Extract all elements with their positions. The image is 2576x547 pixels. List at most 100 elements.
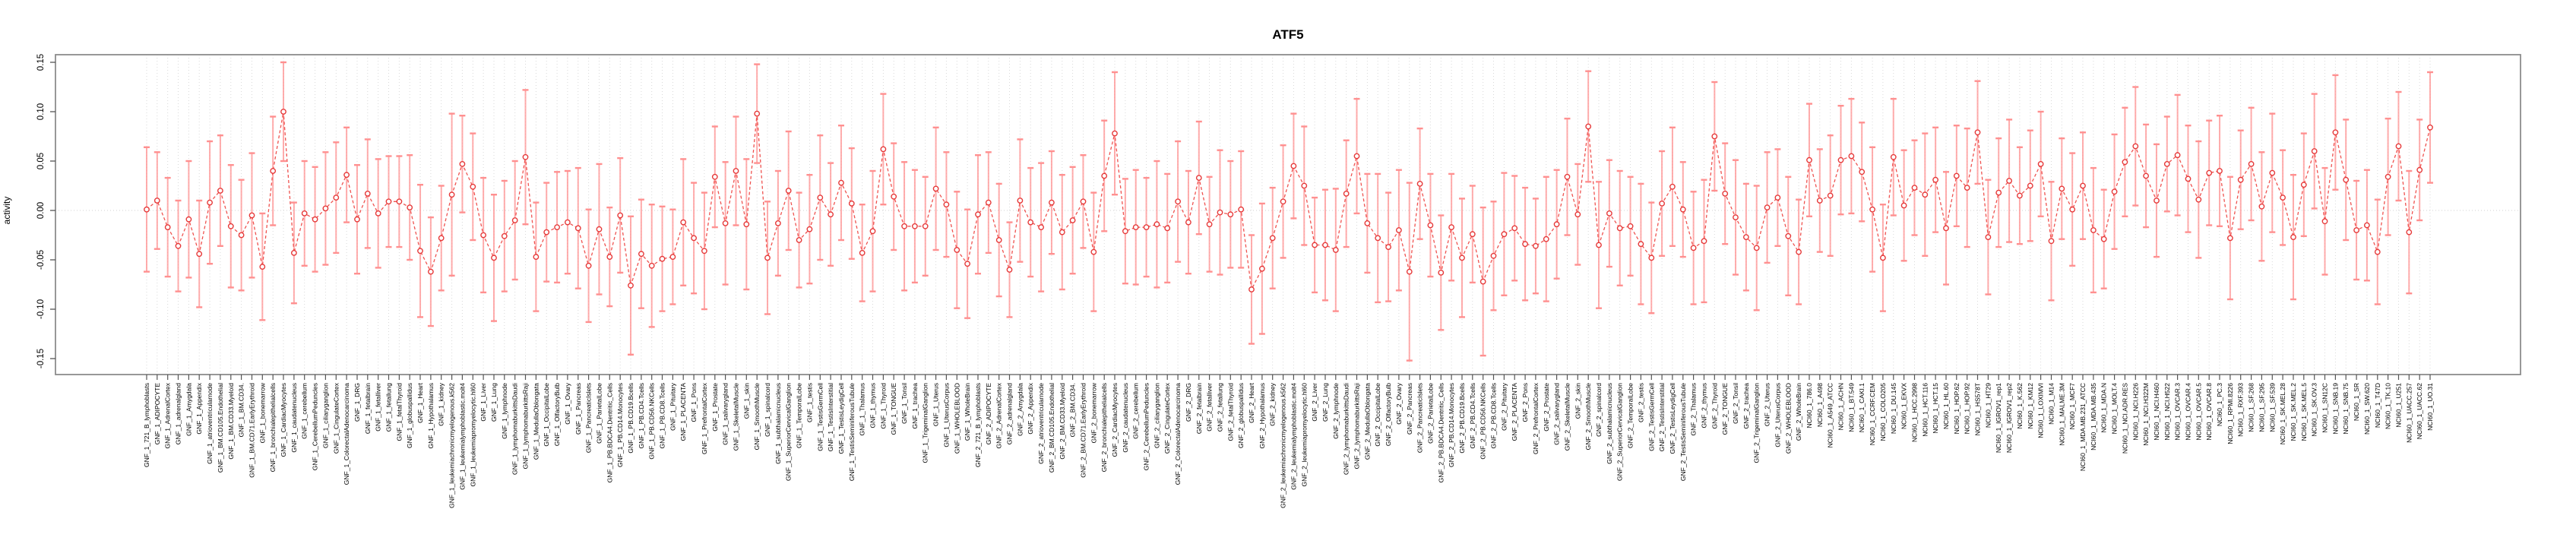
svg-text:NCI60_1_TK.10: NCI60_1_TK.10 xyxy=(2385,383,2392,429)
svg-text:GNF_2_Tonsil: GNF_2_Tonsil xyxy=(1732,383,1739,424)
svg-text:GNF_1_721_B_lymphoblasts: GNF_1_721_B_lymphoblasts xyxy=(143,383,150,467)
svg-text:GNF_1_Ovary: GNF_1_Ovary xyxy=(564,382,571,425)
svg-text:GNF_1_skin: GNF_1_skin xyxy=(742,383,750,419)
svg-text:GNF_2_thymus: GNF_2_thymus xyxy=(1701,383,1708,428)
svg-text:NCI60_1_HCT.15: NCI60_1_HCT.15 xyxy=(1932,383,1939,434)
svg-text:-0.15: -0.15 xyxy=(36,349,46,368)
svg-text:GNF_1_ciliaryganglion: GNF_1_ciliaryganglion xyxy=(321,383,329,448)
svg-text:NCI60_1_RPMI.8226: NCI60_1_RPMI.8226 xyxy=(2226,383,2234,444)
svg-text:GNF_1_spinalcord: GNF_1_spinalcord xyxy=(764,383,771,437)
svg-text:NCI60_1_NCI.H522: NCI60_1_NCI.H522 xyxy=(2163,383,2171,441)
svg-text:GNF_2_PB.CD56.NKCells: GNF_2_PB.CD56.NKCells xyxy=(1479,383,1487,460)
svg-text:GNF_2_leukemiachronicmyelogeno: GNF_2_leukemiachronicmyelogenous.k562 xyxy=(1280,383,1287,508)
svg-text:GNF_1_DRG: GNF_1_DRG xyxy=(353,383,361,422)
svg-text:NCI60_1_MDA.MB.435: NCI60_1_MDA.MB.435 xyxy=(2090,383,2097,451)
svg-text:GNF_1_PLACENTA: GNF_1_PLACENTA xyxy=(679,383,687,441)
svg-text:GNF_2_leukemiapromyelocytic.hl: GNF_2_leukemiapromyelocytic.hl60 xyxy=(1300,383,1308,487)
svg-text:GNF_2_BM.CD34.: GNF_2_BM.CD34. xyxy=(1069,383,1077,437)
svg-text:NCI60_1_COLO205: NCI60_1_COLO205 xyxy=(1879,383,1887,441)
svg-text:NCI60_1_MDA.N: NCI60_1_MDA.N xyxy=(2100,383,2108,433)
svg-text:GNF_2_CardiacMyocytes: GNF_2_CardiacMyocytes xyxy=(1111,383,1119,457)
svg-text:NCI60_1_HOP.62: NCI60_1_HOP.62 xyxy=(1953,383,1960,435)
svg-text:GNF_1_lymphomaburkittsDaudi: GNF_1_lymphomaburkittsDaudi xyxy=(511,383,519,475)
svg-text:GNF_2_lymphomaburkittsRaji: GNF_2_lymphomaburkittsRaji xyxy=(1353,383,1361,469)
svg-text:GNF_2_Liver: GNF_2_Liver xyxy=(1311,383,1318,422)
svg-text:GNF_1_salivarygland: GNF_1_salivarygland xyxy=(722,383,729,445)
svg-text:GNF_1_TemporalLobe: GNF_1_TemporalLobe xyxy=(796,383,803,448)
svg-text:GNF_2_cerebellum: GNF_2_cerebellum xyxy=(1132,383,1140,439)
svg-text:GNF_1_CerebellumPeduncles: GNF_1_CerebellumPeduncles xyxy=(312,383,319,470)
svg-text:NCI60_1_SK.MEL.28: NCI60_1_SK.MEL.28 xyxy=(2279,383,2286,445)
svg-text:NCI60_1_MDA.MB.231_ATCC: NCI60_1_MDA.MB.231_ATCC xyxy=(2079,383,2087,471)
svg-text:NCI60_1_HCC.2998: NCI60_1_HCC.2998 xyxy=(1911,383,1919,442)
svg-text:GNF_2_PB.CD19.Bcells: GNF_2_PB.CD19.Bcells xyxy=(1458,383,1466,454)
y-axis-ticks: 0.15 0.10 0.05 0.00 -0.05 -0.10 -0.15 xyxy=(36,54,55,368)
svg-text:GNF_1_PancreaticIslets: GNF_1_PancreaticIslets xyxy=(585,383,593,453)
svg-text:0.00: 0.00 xyxy=(36,202,46,219)
svg-text:NCI60_1_EKVX: NCI60_1_EKVX xyxy=(1900,383,1908,429)
svg-text:GNF_1_bonemarrow: GNF_1_bonemarrow xyxy=(258,382,266,443)
svg-text:GNF_1_leukemiachronicmyelogeno: GNF_1_leukemiachronicmyelogenous.k562 xyxy=(448,383,456,508)
svg-text:GNF_2_TemporalLobe: GNF_2_TemporalLobe xyxy=(1627,383,1635,448)
svg-text:GNF_2_DRG: GNF_2_DRG xyxy=(1185,383,1192,422)
svg-text:GNF_2_SkeletalMuscle: GNF_2_SkeletalMuscle xyxy=(1564,383,1571,451)
svg-text:GNF_2_fetalbrain: GNF_2_fetalbrain xyxy=(1195,383,1203,434)
svg-text:GNF_1_AdrenalCortex: GNF_1_AdrenalCortex xyxy=(164,382,172,448)
svg-text:GNF_2_PancreaticIslets: GNF_2_PancreaticIslets xyxy=(1416,383,1424,453)
svg-text:GNF_2_BM.CD71.EarlyErythroid: GNF_2_BM.CD71.EarlyErythroid xyxy=(1080,383,1087,478)
svg-text:GNF_1_CingulateCortex: GNF_1_CingulateCortex xyxy=(332,382,340,454)
svg-text:GNF_1_thymus: GNF_1_thymus xyxy=(869,383,877,428)
svg-text:NCI60_1_NCI.H322M: NCI60_1_NCI.H322M xyxy=(2142,383,2150,446)
svg-text:NCI60_1_SF.268: NCI60_1_SF.268 xyxy=(2248,383,2255,432)
svg-text:GNF_1_WHOLEBLOOD: GNF_1_WHOLEBLOOD xyxy=(953,383,960,454)
svg-text:GNF_1_PB.CD4.Tcells: GNF_1_PB.CD4.Tcells xyxy=(638,383,645,448)
svg-text:GNF_1_OccipitalLobe: GNF_1_OccipitalLobe xyxy=(543,383,550,447)
svg-text:GNF_1_ColorectalAdenocarcinoma: GNF_1_ColorectalAdenocarcinoma xyxy=(343,383,350,485)
svg-text:GNF_1_TestisInterstitial: GNF_1_TestisInterstitial xyxy=(827,383,834,451)
svg-text:NCI60_1_UO.31: NCI60_1_UO.31 xyxy=(2426,383,2434,431)
svg-text:NCI60_1_A498: NCI60_1_A498 xyxy=(1816,383,1824,427)
svg-text:GNF_2_Amygdala: GNF_2_Amygdala xyxy=(1016,383,1024,436)
svg-text:NCI60_1_SW.620: NCI60_1_SW.620 xyxy=(2363,383,2371,435)
svg-text:NCI60_1_RXF.393: NCI60_1_RXF.393 xyxy=(2237,383,2245,437)
svg-text:GNF_2_ColorectalAdenocarcinoma: GNF_2_ColorectalAdenocarcinoma xyxy=(1174,383,1182,485)
svg-text:GNF_2_subthalamicnucleus: GNF_2_subthalamicnucleus xyxy=(1606,383,1613,464)
svg-text:GNF_2_PrefrontalCortex: GNF_2_PrefrontalCortex xyxy=(1532,382,1540,454)
svg-text:GNF_2_CerebellumPeduncles: GNF_2_CerebellumPeduncles xyxy=(1143,383,1150,470)
svg-text:NCI60_1_SF.539: NCI60_1_SF.539 xyxy=(2268,383,2276,432)
svg-text:GNF_1_Thyroid: GNF_1_Thyroid xyxy=(879,383,887,429)
svg-text:NCI60_1_NCI.ADR.RES: NCI60_1_NCI.ADR.RES xyxy=(2121,383,2128,454)
svg-text:NCI60_1_SF.295: NCI60_1_SF.295 xyxy=(2258,383,2265,432)
error-bars xyxy=(144,61,2433,362)
svg-text:NCI60_1_SN12C: NCI60_1_SN12C xyxy=(2321,383,2329,433)
svg-text:GNF_1_WholeBrain: GNF_1_WholeBrain xyxy=(964,383,971,441)
svg-text:NCI60_1_IGROV1_rep1: NCI60_1_IGROV1_rep1 xyxy=(1995,383,2002,453)
svg-text:GNF_1_TestisGermCell: GNF_1_TestisGermCell xyxy=(816,383,824,451)
svg-text:GNF_1_Lung: GNF_1_Lung xyxy=(490,383,498,422)
svg-text:GNF_2_fetalThyroid: GNF_2_fetalThyroid xyxy=(1226,383,1234,441)
svg-text:NCI60_1_MOLT.4: NCI60_1_MOLT.4 xyxy=(2111,383,2119,435)
svg-text:GNF_2_UterusCorpus: GNF_2_UterusCorpus xyxy=(1774,383,1781,447)
svg-text:GNF_2_salivarygland: GNF_2_salivarygland xyxy=(1553,383,1561,445)
svg-text:GNF_1_trachea: GNF_1_trachea xyxy=(911,383,919,429)
svg-text:GNF_2_OccipitalLobe: GNF_2_OccipitalLobe xyxy=(1374,383,1381,447)
svg-text:GNF_2_OlfactoryBulb: GNF_2_OlfactoryBulb xyxy=(1385,383,1392,446)
svg-text:GNF_2_AdrenalCortex: GNF_2_AdrenalCortex xyxy=(995,382,1003,448)
svg-text:NCI60_1_SK.MEL.2: NCI60_1_SK.MEL.2 xyxy=(2290,383,2297,441)
svg-text:GNF_1_bronchialepithelialcells: GNF_1_bronchialepithelialcells xyxy=(269,383,277,472)
svg-text:GNF_2_fetallung: GNF_2_fetallung xyxy=(1217,383,1224,432)
series-line xyxy=(146,111,2431,292)
svg-text:GNF_1_Amygdala: GNF_1_Amygdala xyxy=(185,383,192,436)
svg-text:GNF_1_cerebellum: GNF_1_cerebellum xyxy=(301,383,309,439)
svg-text:NCI60_1_OVCAR.4: NCI60_1_OVCAR.4 xyxy=(2185,383,2192,441)
svg-text:GNF_2_adrenalgland: GNF_2_adrenalgland xyxy=(1006,383,1014,445)
svg-text:NCI60_1_K.562: NCI60_1_K.562 xyxy=(2016,383,2024,429)
svg-text:GNF_1_globuspallidus: GNF_1_globuspallidus xyxy=(406,383,413,448)
svg-text:NCI60_1_HOP.92: NCI60_1_HOP.92 xyxy=(1964,383,1971,435)
svg-text:NCI60_1_OVCAR.3: NCI60_1_OVCAR.3 xyxy=(2174,383,2182,441)
svg-text:GNF_1_lymphnode: GNF_1_lymphnode xyxy=(501,383,508,439)
svg-text:NCI60_1_IGROV1_rep2: NCI60_1_IGROV1_rep2 xyxy=(2005,383,2013,453)
svg-text:GNF_2_Prostate: GNF_2_Prostate xyxy=(1543,383,1550,432)
svg-text:GNF_2_Pituitary: GNF_2_Pituitary xyxy=(1500,382,1508,431)
svg-text:GNF_1_TestisLeydigCell: GNF_1_TestisLeydigCell xyxy=(837,383,845,454)
